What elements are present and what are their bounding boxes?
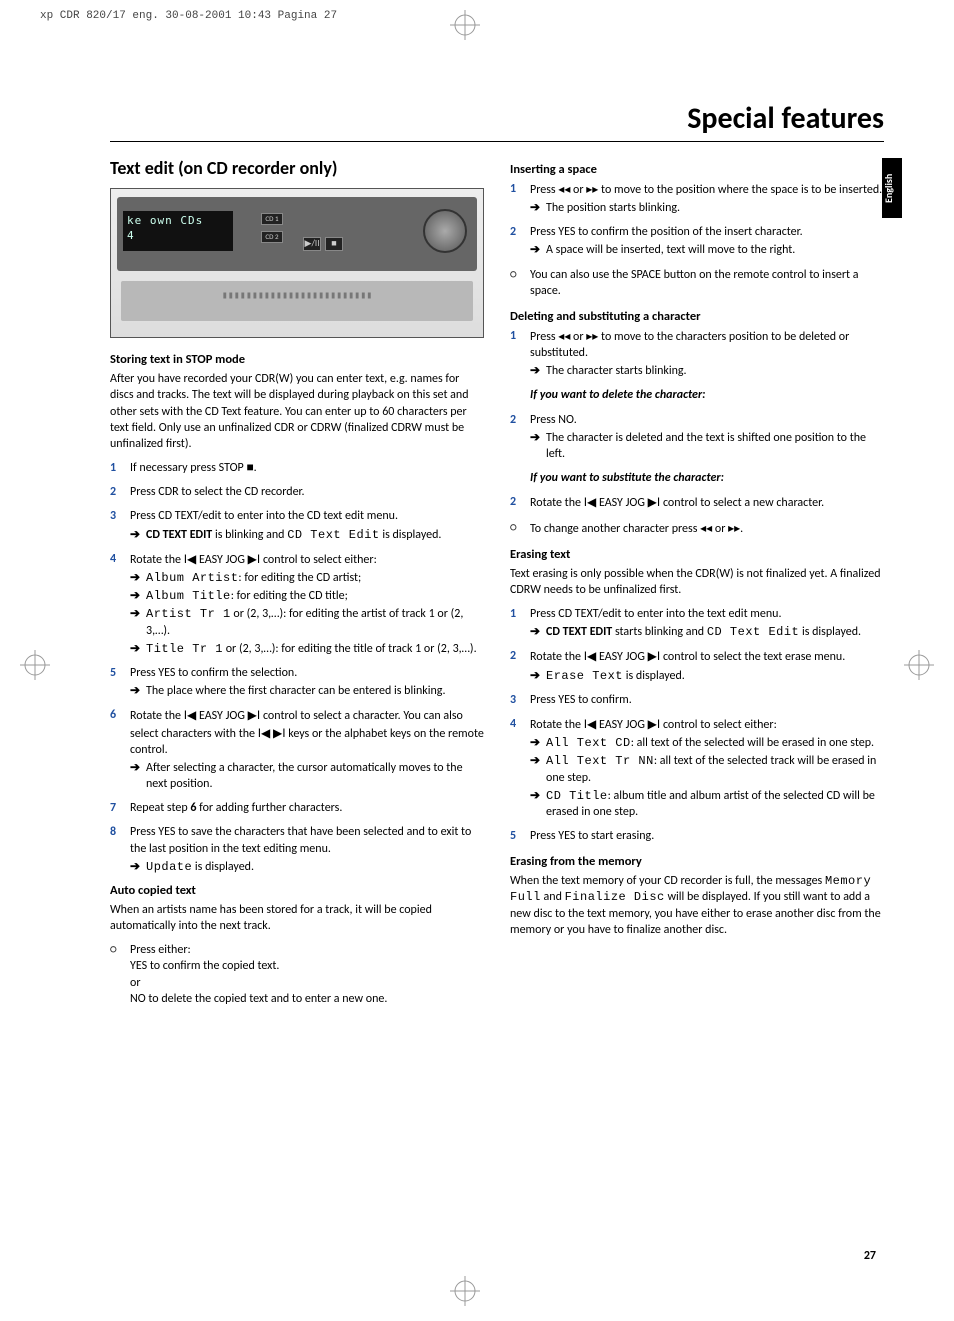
prev-icon: I◀ — [258, 726, 271, 740]
skip-fwd-icon: ▶I — [648, 717, 661, 731]
device-display-line1: ke own CDs — [127, 214, 229, 229]
step-5: 5 Press YES to confirm the selection. ➔T… — [110, 665, 484, 699]
heading-auto-copied: Auto copied text — [110, 883, 484, 900]
skip-back-icon: I◀ — [184, 552, 197, 566]
ins-step-o: ○ You can also use the SPACE button on t… — [510, 267, 884, 299]
device-reflection: ▮▮▮▮▮▮▮▮▮▮▮▮▮▮▮▮▮▮▮▮▮▮▮▮▮ — [121, 281, 473, 321]
language-tab: English — [882, 158, 902, 218]
del-if-delete: If you want to delete the character: — [510, 387, 884, 403]
skip-back-icon: I◀ — [584, 649, 597, 663]
skip-fwd-icon: ▶I — [648, 495, 661, 509]
para-storing: After you have recorded your CDR(W) you … — [110, 371, 484, 452]
sub-step-o: ○ To change another character press ◂◂ o… — [510, 520, 884, 537]
device-btn-play: ▶/II — [303, 237, 321, 251]
section-heading-text-edit: Text edit (on CD recorder only) — [110, 156, 484, 180]
device-illustration: ke own CDs 4 CD 1 CD 2 ▶/II ■ ▮▮▮▮▮▮▮▮▮▮… — [110, 188, 484, 338]
device-btn-stop: ■ — [325, 237, 343, 251]
erase-step-5: 5 Press YES to start erasing. — [510, 828, 884, 844]
forward-icon: ▸▸ — [586, 329, 598, 343]
crop-mark-bottom — [450, 1276, 480, 1311]
erase-step-2: 2 Rotate the I◀ EASY JOG ▶I control to s… — [510, 648, 884, 683]
device-jog-knob — [423, 209, 467, 253]
rewind-icon: ◂◂ — [558, 329, 570, 343]
column-right: Inserting a space 1 Press ◂◂ or ▸▸ to mo… — [510, 156, 884, 1015]
ins-step-1: 1 Press ◂◂ or ▸▸ to move to the position… — [510, 181, 884, 216]
del-step-2: 2 Press NO. ➔The character is deleted an… — [510, 412, 884, 463]
ins-step-2: 2 Press YES to confirm the position of t… — [510, 224, 884, 258]
skip-back-icon: I◀ — [184, 708, 197, 722]
next-icon: ▶I — [273, 726, 286, 740]
erase-step-1: 1 Press CD TEXT/edit to enter into the t… — [510, 606, 884, 640]
step-3: 3 Press CD TEXT/edit to enter into the C… — [110, 508, 484, 542]
skip-back-icon: I◀ — [584, 717, 597, 731]
forward-icon: ▸▸ — [728, 521, 740, 535]
device-btn-cd2: CD 2 — [261, 231, 283, 243]
forward-icon: ▸▸ — [586, 182, 598, 196]
heading-storing-text: Storing text in STOP mode — [110, 352, 484, 369]
device-btn-cd1: CD 1 — [261, 213, 283, 225]
para-auto-copied: When an artists name has been stored for… — [110, 902, 484, 934]
del-if-substitute: If you want to substitute the character: — [510, 470, 884, 486]
sub-step-2: 2 Rotate the I◀ EASY JOG ▶I control to s… — [510, 494, 884, 511]
column-left: Text edit (on CD recorder only) ke own C… — [110, 156, 484, 1015]
skip-fwd-icon: ▶I — [248, 708, 261, 722]
step-6: 6 Rotate the I◀ EASY JOG ▶I control to s… — [110, 707, 484, 792]
del-step-1: 1 Press ◂◂ or ▸▸ to move to the characte… — [510, 328, 884, 380]
crop-mark-left — [20, 650, 50, 685]
device-display-line2: 4 — [127, 229, 229, 244]
skip-back-icon: I◀ — [584, 495, 597, 509]
page-number: 27 — [864, 1249, 876, 1263]
page-title: Special features — [110, 100, 884, 142]
erase-step-3: 3 Press YES to confirm. — [510, 692, 884, 708]
crop-mark-right — [904, 650, 934, 685]
skip-fwd-icon: ▶I — [648, 649, 661, 663]
heading-erasing-memory: Erasing from the memory — [510, 854, 884, 871]
step-7: 7 Repeat step 6 for adding further chara… — [110, 800, 484, 816]
rewind-icon: ◂◂ — [700, 521, 712, 535]
step-2: 2 Press CDR to select the CD recorder. — [110, 484, 484, 500]
skip-fwd-icon: ▶I — [248, 552, 261, 566]
crop-mark-top — [450, 10, 480, 45]
step-circle-press-either: ○ Press either: YES to confirm the copie… — [110, 942, 484, 1007]
erase-step-4: 4 Rotate the I◀ EASY JOG ▶I control to s… — [510, 716, 884, 820]
step-4: 4 Rotate the I◀ EASY JOG ▶I control to s… — [110, 551, 484, 657]
para-erasing: Text erasing is only possible when the C… — [510, 566, 884, 598]
print-header: xp CDR 820/17 eng. 30-08-2001 10:43 Pagi… — [40, 10, 337, 22]
heading-inserting-space: Inserting a space — [510, 162, 884, 179]
para-memory: When the text memory of your CD recorder… — [510, 873, 884, 938]
rewind-icon: ◂◂ — [558, 182, 570, 196]
heading-deleting: Deleting and substituting a character — [510, 309, 884, 326]
heading-erasing-text: Erasing text — [510, 547, 884, 564]
step-1: 1 If necessary press STOP ■. — [110, 460, 484, 476]
step-8: 8 Press YES to save the characters that … — [110, 824, 484, 875]
